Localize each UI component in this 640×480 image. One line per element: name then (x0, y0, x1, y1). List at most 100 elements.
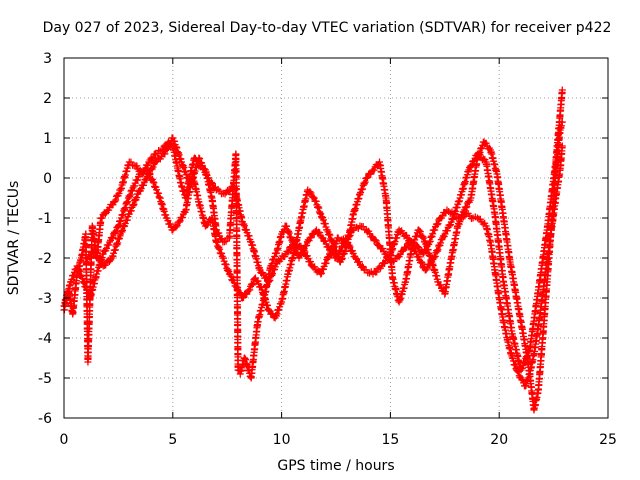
data-point (326, 250, 334, 258)
data-point (525, 347, 533, 355)
x-tick-label: 15 (381, 432, 399, 448)
data-point (433, 247, 441, 255)
data-point (179, 213, 187, 221)
data-point (372, 237, 380, 245)
data-point (364, 174, 372, 182)
data-point (220, 254, 228, 262)
data-point (437, 281, 445, 289)
data-point (127, 158, 135, 166)
data-point (254, 277, 262, 285)
data-point (306, 188, 314, 196)
data-point (130, 200, 138, 208)
x-tick-label: 5 (168, 432, 177, 448)
x-tick-label: 10 (273, 432, 291, 448)
data-point (433, 247, 441, 255)
data-point (456, 218, 464, 226)
data-point (306, 258, 314, 266)
data-point (240, 222, 248, 230)
data-point (86, 253, 94, 261)
data-point (224, 266, 232, 274)
data-point (316, 209, 324, 217)
data-point (124, 198, 132, 206)
data-point (200, 165, 208, 173)
data-point (317, 270, 325, 278)
data-point (384, 254, 392, 262)
x-axis-title: GPS time / hours (277, 458, 394, 474)
data-point (172, 223, 180, 231)
data-point (300, 246, 308, 254)
data-point (482, 139, 490, 147)
data-point (110, 228, 118, 236)
data-point (101, 210, 109, 218)
data-point (146, 169, 154, 177)
data-point (76, 267, 84, 275)
data-point (458, 214, 466, 222)
data-point (402, 244, 410, 252)
data-point (379, 245, 387, 253)
data-point (196, 155, 204, 163)
data-point (419, 232, 427, 240)
data-point (415, 253, 423, 261)
data-point (230, 279, 238, 287)
data-point (133, 194, 141, 202)
data-point (398, 247, 406, 255)
y-tick-label: -1 (38, 211, 52, 227)
data-point (163, 145, 171, 153)
data-point (269, 270, 277, 278)
data-point (175, 218, 183, 226)
data-point (102, 244, 110, 252)
data-point (216, 245, 224, 253)
data-point (521, 358, 529, 366)
data-point (105, 241, 113, 249)
data-point (118, 228, 126, 236)
data-point (405, 236, 413, 244)
data-point (148, 155, 156, 163)
data-point (315, 204, 323, 212)
data-point (127, 207, 135, 215)
data-point (416, 228, 424, 236)
data-point (155, 193, 163, 201)
data-point (524, 351, 532, 359)
data-point (136, 186, 144, 194)
data-point (208, 180, 216, 188)
data-point (462, 204, 470, 212)
data-point (403, 243, 411, 251)
data-point (359, 223, 367, 231)
data-point (321, 220, 329, 228)
data-point (232, 282, 240, 290)
data-point (111, 197, 119, 205)
data-point (434, 246, 442, 254)
data-point (234, 284, 242, 292)
data-point (333, 237, 341, 245)
y-tick-label: -4 (38, 331, 52, 347)
data-point (149, 154, 157, 162)
data-point (273, 310, 281, 318)
data-point (70, 271, 78, 279)
data-point (311, 263, 319, 271)
data-point (297, 242, 305, 250)
data-point (301, 248, 309, 256)
data-point (513, 367, 521, 375)
data-point (355, 258, 363, 266)
y-tick-label: -6 (38, 411, 52, 427)
data-point (284, 248, 292, 256)
data-point (162, 144, 170, 152)
data-point (420, 234, 428, 242)
data-point (431, 252, 439, 260)
data-point (433, 221, 441, 229)
data-point (309, 193, 317, 201)
data-point (204, 221, 212, 229)
data-point (558, 86, 566, 94)
data-point (129, 202, 137, 210)
data-point (112, 196, 120, 204)
data-point (80, 278, 88, 286)
data-point (370, 166, 378, 174)
data-point (522, 353, 530, 361)
data-point (82, 283, 90, 291)
y-axis-title: SDTVAR / TECUs (6, 181, 22, 296)
data-point (373, 268, 381, 276)
data-point (359, 185, 367, 193)
data-point (285, 229, 293, 237)
data-point (344, 242, 352, 250)
data-point (338, 256, 346, 264)
